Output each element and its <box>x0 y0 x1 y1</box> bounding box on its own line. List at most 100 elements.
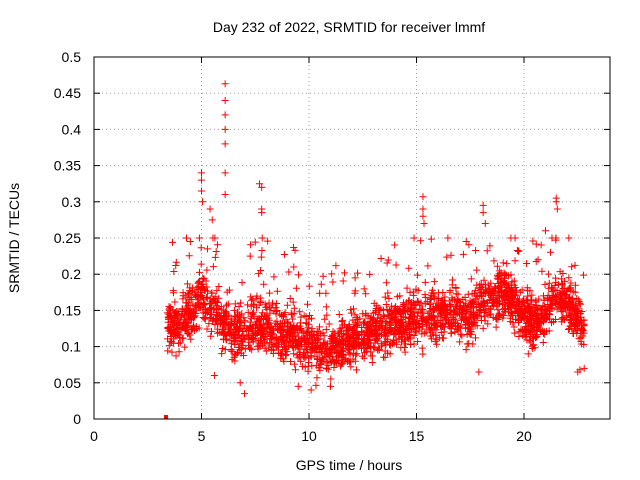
data-point <box>399 303 407 311</box>
data-point <box>430 290 438 298</box>
data-point <box>305 282 313 290</box>
data-point <box>197 292 205 300</box>
data-point <box>571 281 579 289</box>
data-point <box>494 273 502 281</box>
data-point <box>424 262 432 270</box>
data-point <box>337 362 345 370</box>
data-point <box>218 350 226 358</box>
data-point <box>235 302 243 310</box>
data-point <box>258 247 266 255</box>
data-point <box>205 320 213 328</box>
data-point <box>220 330 228 338</box>
data-point <box>501 308 509 316</box>
data-point <box>379 312 387 320</box>
data-point <box>237 299 245 307</box>
data-point <box>213 287 221 295</box>
data-point <box>542 227 549 235</box>
data-point <box>198 169 205 177</box>
data-point <box>445 323 453 331</box>
data-point <box>383 335 391 343</box>
data-point <box>439 316 447 324</box>
data-point <box>487 279 495 287</box>
data-point <box>353 350 361 358</box>
data-point <box>548 234 556 242</box>
data-point <box>507 271 515 279</box>
data-point <box>300 351 308 359</box>
data-point <box>447 324 455 332</box>
data-point <box>290 263 298 271</box>
data-point <box>232 350 240 358</box>
data-point <box>254 337 262 345</box>
data-point <box>327 375 335 383</box>
data-point <box>191 327 199 335</box>
data-point <box>480 298 488 306</box>
data-point <box>258 234 266 242</box>
data-point <box>517 315 525 323</box>
data-point <box>532 240 540 248</box>
data-point <box>461 303 469 311</box>
data-point <box>329 356 337 364</box>
data-point <box>558 279 566 287</box>
data-point <box>494 297 502 305</box>
data-point <box>410 340 418 348</box>
data-point <box>542 314 550 322</box>
data-point <box>431 337 439 345</box>
data-point <box>208 216 216 224</box>
data-point <box>168 348 176 356</box>
data-point <box>389 337 397 345</box>
data-point <box>305 337 313 345</box>
data-point <box>205 304 213 312</box>
data-point <box>237 349 245 357</box>
data-point <box>292 284 300 292</box>
data-point <box>315 364 323 372</box>
data-point <box>533 320 541 328</box>
data-point <box>546 315 554 323</box>
data-point <box>290 244 298 252</box>
data-point <box>176 339 184 347</box>
data-point <box>530 326 538 334</box>
data-point <box>438 311 446 319</box>
data-point <box>414 308 422 316</box>
data-point <box>435 305 443 313</box>
data-point <box>353 331 361 339</box>
y-tick-label: 0.05 <box>54 375 81 391</box>
x-tick-label: 20 <box>516 428 532 444</box>
data-point <box>438 296 446 304</box>
data-point <box>433 340 441 348</box>
data-point <box>382 317 390 325</box>
data-point <box>390 307 398 315</box>
data-point <box>174 324 182 332</box>
data-point <box>499 259 507 267</box>
data-points <box>163 80 588 419</box>
data-point <box>247 313 255 321</box>
y-tick-label: 0.1 <box>62 339 82 355</box>
outlier-point <box>165 415 169 419</box>
data-point <box>419 212 427 220</box>
data-point <box>449 296 457 304</box>
data-point <box>439 289 447 297</box>
data-point <box>462 300 470 308</box>
data-point <box>455 322 463 330</box>
data-point <box>335 359 343 367</box>
data-point <box>231 338 239 346</box>
data-point <box>246 252 254 260</box>
data-point <box>365 339 373 347</box>
data-point <box>463 340 471 348</box>
data-point <box>380 330 388 338</box>
data-point <box>186 331 194 339</box>
data-point <box>231 331 239 339</box>
data-point <box>499 314 507 322</box>
data-point <box>248 296 256 304</box>
data-point <box>165 306 173 314</box>
data-point <box>209 263 217 271</box>
data-point <box>410 291 418 299</box>
data-point <box>525 336 533 344</box>
data-point <box>448 281 456 289</box>
data-point <box>307 343 315 351</box>
data-point <box>490 298 498 306</box>
data-point <box>169 320 177 328</box>
data-point <box>212 247 220 255</box>
data-point <box>265 344 273 352</box>
data-point <box>212 316 220 324</box>
data-point <box>450 308 458 316</box>
